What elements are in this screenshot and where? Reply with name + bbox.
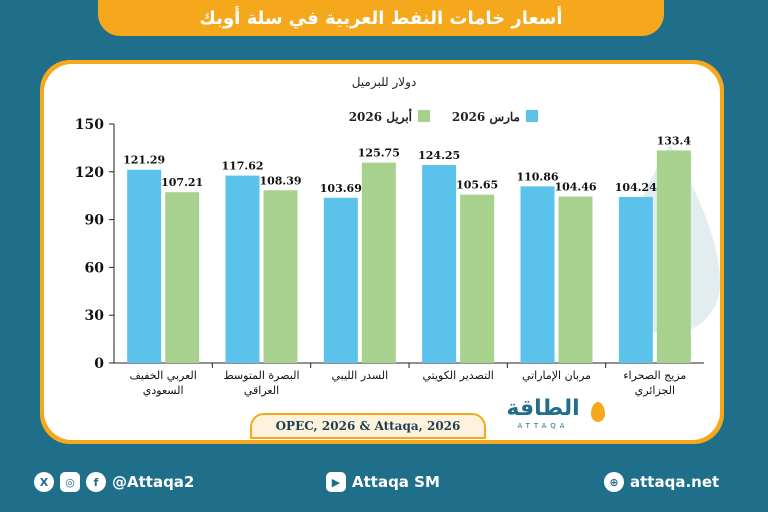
legend-swatch <box>418 110 430 122</box>
bar <box>422 165 457 363</box>
bar <box>558 196 593 363</box>
bar <box>520 186 555 363</box>
attaqa-logo: الطاقة ATTAQA <box>497 396 607 436</box>
footer: X ◎ f @Attaqa2 ▶ Attaqa SM ⊕ attaqa.net <box>0 458 768 512</box>
data-label: 117.62 <box>221 160 263 173</box>
legend-label: مارس 2026 <box>452 110 520 125</box>
bar <box>263 190 298 363</box>
data-label: 105.65 <box>456 179 498 192</box>
legend-label: أبريل 2026 <box>349 109 412 125</box>
source-text: OPEC, 2026 & Attaqa, 2026 <box>275 419 461 433</box>
data-label: 124.25 <box>418 149 460 162</box>
website-link: ⊕ attaqa.net <box>604 472 719 492</box>
social-handle[interactable]: @Attaqa2 <box>112 473 195 491</box>
facebook-icon[interactable]: f <box>86 472 106 492</box>
data-label: 125.75 <box>358 147 400 160</box>
bar <box>165 192 200 363</box>
title-banner: أسعار خامات النفط العربية في سلة أوبك <box>98 0 664 36</box>
y-tick-label: 90 <box>85 213 105 229</box>
x-tick-label: مربان الإماراتي <box>522 369 591 382</box>
bar <box>225 175 260 363</box>
logo-subtext: ATTAQA <box>517 422 569 430</box>
x-icon[interactable]: X <box>34 472 54 492</box>
y-tick-label: 150 <box>75 117 104 133</box>
data-label: 121.29 <box>123 154 165 167</box>
logo-drop-icon <box>591 402 605 422</box>
y-tick-label: 120 <box>75 165 104 181</box>
bar <box>127 169 162 363</box>
data-label: 104.46 <box>554 181 596 194</box>
data-label: 103.69 <box>320 182 362 195</box>
x-tick-label: العراقي <box>244 384 279 397</box>
y-tick-label: 60 <box>85 260 105 276</box>
bar <box>460 194 495 363</box>
data-label: 108.39 <box>259 174 301 187</box>
youtube-channel[interactable]: Attaqa SM <box>352 473 440 491</box>
x-tick-label: الجزائري <box>635 384 675 397</box>
x-tick-label: السعودي <box>143 384 184 397</box>
social-links: X ◎ f @Attaqa2 <box>34 472 194 492</box>
x-tick-label: البصرة المتوسط <box>223 369 299 382</box>
bar-chart: دولار للبرميل مارس 2026 أبريل 2026 0 30 60 90 1… <box>75 75 704 397</box>
source-box: OPEC, 2026 & Attaqa, 2026 <box>250 413 486 439</box>
data-label: 133.4 <box>657 134 692 147</box>
page-title: أسعار خامات النفط العربية في سلة أوبك <box>199 7 563 29</box>
bar <box>618 196 653 363</box>
chart-panel: دولار للبرميل مارس 2026 أبريل 2026 0 30 60 90 1… <box>44 64 720 440</box>
data-label: 110.86 <box>516 170 558 183</box>
website-url[interactable]: attaqa.net <box>630 473 720 491</box>
x-tick-label: السدر الليبي <box>331 369 388 382</box>
bar <box>323 197 358 363</box>
x-tick-label: مزيج الصحراء <box>623 369 686 382</box>
bar <box>656 150 691 363</box>
legend-swatch <box>526 110 538 122</box>
y-tick-label: 30 <box>85 308 105 324</box>
x-tick-label: التصدير الكويتي <box>422 369 493 382</box>
instagram-icon[interactable]: ◎ <box>60 472 80 492</box>
data-label: 107.21 <box>161 176 203 189</box>
globe-icon[interactable]: ⊕ <box>604 472 624 492</box>
y-tick-label: 0 <box>94 356 104 372</box>
bar <box>361 162 396 363</box>
data-label: 104.24 <box>615 181 657 194</box>
youtube-icon[interactable]: ▶ <box>326 472 346 492</box>
unit-label: دولار للبرميل <box>352 75 417 90</box>
x-tick-label: العربي الخفيف <box>130 369 197 382</box>
youtube-link: ▶ Attaqa SM <box>326 472 440 492</box>
logo-text: الطاقة <box>506 396 580 421</box>
